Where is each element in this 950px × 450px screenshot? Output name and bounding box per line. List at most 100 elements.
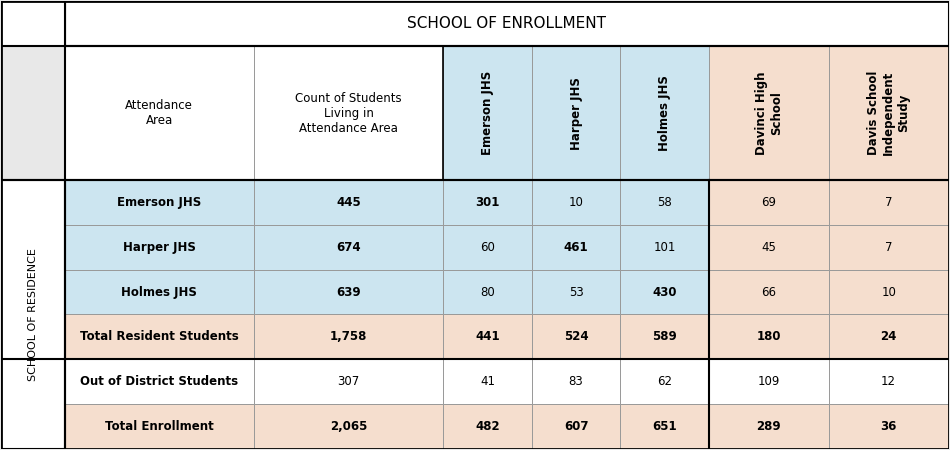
Text: 7: 7 <box>884 196 892 209</box>
Text: Attendance
Area: Attendance Area <box>125 99 193 127</box>
Text: Count of Students
Living in
Attendance Area: Count of Students Living in Attendance A… <box>295 92 402 135</box>
Bar <box>532 359 620 404</box>
Bar <box>620 270 709 315</box>
Bar <box>532 270 620 315</box>
Bar <box>532 46 620 180</box>
Bar <box>65 180 254 225</box>
Text: 639: 639 <box>336 286 361 299</box>
Text: Davis School
Independent
Study: Davis School Independent Study <box>867 71 910 155</box>
Text: 83: 83 <box>569 375 583 388</box>
Bar <box>532 225 620 270</box>
Bar <box>828 225 949 270</box>
Bar <box>254 180 444 225</box>
Bar <box>444 315 532 359</box>
Text: Total Resident Students: Total Resident Students <box>80 330 238 343</box>
Bar <box>65 1 949 46</box>
Bar <box>1 180 65 449</box>
Text: 36: 36 <box>881 420 897 433</box>
Bar <box>65 404 254 449</box>
Bar <box>254 404 444 449</box>
Text: 674: 674 <box>336 241 361 254</box>
Text: 41: 41 <box>480 375 495 388</box>
Text: Emerson JHS: Emerson JHS <box>117 196 201 209</box>
Text: SCHOOL OF ENROLLMENT: SCHOOL OF ENROLLMENT <box>407 16 606 31</box>
Text: 24: 24 <box>881 330 897 343</box>
Text: Holmes JHS: Holmes JHS <box>658 75 671 151</box>
Bar <box>709 225 828 270</box>
Text: SCHOOL OF RESIDENCE: SCHOOL OF RESIDENCE <box>28 248 38 381</box>
Bar <box>828 404 949 449</box>
Bar <box>620 404 709 449</box>
Bar <box>620 46 709 180</box>
Text: 289: 289 <box>756 420 781 433</box>
Text: 441: 441 <box>475 330 500 343</box>
Text: Out of District Students: Out of District Students <box>80 375 238 388</box>
Bar <box>828 180 949 225</box>
Bar <box>709 46 828 180</box>
Text: 7: 7 <box>884 241 892 254</box>
Bar <box>254 46 444 180</box>
Bar <box>709 315 828 359</box>
Text: 180: 180 <box>756 330 781 343</box>
Bar <box>65 315 254 359</box>
Bar <box>444 359 532 404</box>
Bar <box>709 180 828 225</box>
Text: Holmes JHS: Holmes JHS <box>122 286 198 299</box>
Text: 53: 53 <box>569 286 583 299</box>
Text: 461: 461 <box>563 241 588 254</box>
Text: 651: 651 <box>652 420 676 433</box>
Bar <box>1 0 65 46</box>
Bar <box>444 180 532 225</box>
Text: 80: 80 <box>481 286 495 299</box>
Bar <box>532 180 620 225</box>
Text: 69: 69 <box>761 196 776 209</box>
Text: 62: 62 <box>657 375 672 388</box>
Bar <box>65 46 254 180</box>
Text: 101: 101 <box>654 241 675 254</box>
Bar <box>709 270 828 315</box>
Text: 109: 109 <box>757 375 780 388</box>
Text: 430: 430 <box>653 286 676 299</box>
Bar <box>620 315 709 359</box>
Bar <box>828 46 949 180</box>
Text: 10: 10 <box>569 196 583 209</box>
Bar <box>620 225 709 270</box>
Text: 66: 66 <box>761 286 776 299</box>
Text: Davinci High
School: Davinci High School <box>754 72 783 155</box>
Bar <box>444 46 532 180</box>
Bar <box>620 180 709 225</box>
Bar <box>444 404 532 449</box>
Bar <box>828 359 949 404</box>
Text: Total Enrollment: Total Enrollment <box>104 420 214 433</box>
Text: 10: 10 <box>882 286 896 299</box>
Bar <box>532 404 620 449</box>
Bar <box>65 225 254 270</box>
Bar <box>444 225 532 270</box>
Bar <box>254 315 444 359</box>
Text: 1,758: 1,758 <box>330 330 368 343</box>
Text: Harper JHS: Harper JHS <box>570 77 582 150</box>
Text: 482: 482 <box>475 420 500 433</box>
Bar <box>444 270 532 315</box>
Bar <box>620 359 709 404</box>
Text: Emerson JHS: Emerson JHS <box>481 71 494 155</box>
Text: 445: 445 <box>336 196 361 209</box>
Bar <box>254 359 444 404</box>
Bar <box>709 359 828 404</box>
Text: 301: 301 <box>475 196 500 209</box>
Bar <box>709 404 828 449</box>
Text: 524: 524 <box>563 330 588 343</box>
Text: 12: 12 <box>881 375 896 388</box>
Bar <box>65 270 254 315</box>
Text: 307: 307 <box>337 375 360 388</box>
Bar <box>65 359 254 404</box>
Bar <box>828 270 949 315</box>
Bar <box>254 225 444 270</box>
Text: Harper JHS: Harper JHS <box>123 241 196 254</box>
Bar <box>532 315 620 359</box>
Text: 45: 45 <box>761 241 776 254</box>
Bar <box>828 315 949 359</box>
Text: 58: 58 <box>657 196 672 209</box>
Text: 2,065: 2,065 <box>330 420 368 433</box>
Bar <box>254 270 444 315</box>
